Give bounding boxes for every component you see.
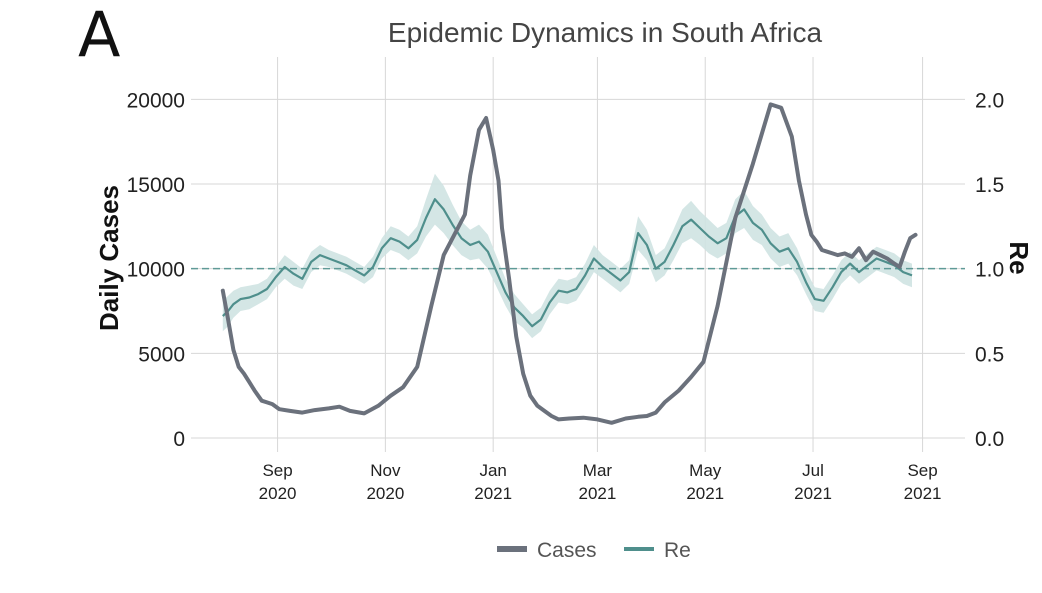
y-tick-label: 20000: [127, 89, 185, 112]
y-tick-label: 15000: [127, 174, 185, 197]
x-tick-year: 2020: [366, 484, 404, 503]
y2-tick-label: 0.0: [975, 428, 1004, 451]
x-tick-month: Jan: [479, 461, 506, 480]
legend-cases-label: Cases: [537, 539, 597, 562]
x-tick-month: May: [689, 461, 722, 480]
x-tick-month: Jul: [802, 461, 824, 480]
x-tick-year: 2021: [794, 484, 832, 503]
y2-tick-label: 0.5: [975, 343, 1004, 366]
y-axis-label: Daily Cases: [94, 185, 124, 331]
axis-labels: 0 5000 10000 15000 20000 0.0 0.5 1.0 1.5 2.0 Sep 20…: [127, 89, 1005, 503]
y-tick-label: 5000: [138, 343, 185, 366]
legend-re-label: Re: [664, 539, 691, 562]
x-tick-year: 2020: [259, 484, 297, 503]
x-tick-year: 2021: [686, 484, 724, 503]
grid: [191, 57, 965, 452]
series-cases-line: [220, 102, 918, 425]
series-layer: [220, 102, 918, 425]
x-tick-month: Sep: [262, 461, 292, 480]
chart-title: Epidemic Dynamics in South Africa: [388, 17, 823, 48]
y2-tick-label: 2.0: [975, 89, 1004, 112]
series-re-line: [222, 198, 913, 328]
panel-label: A: [78, 0, 120, 71]
y2-tick-label: 1.5: [975, 174, 1004, 197]
y-tick-label: 10000: [127, 259, 185, 282]
y2-tick-label: 1.0: [975, 259, 1004, 282]
x-tick-month: Sep: [907, 461, 937, 480]
y2-axis-label: Re: [1004, 241, 1034, 274]
y-tick-label: 0: [173, 428, 185, 451]
re-confidence-band: [222, 173, 913, 339]
x-tick-year: 2021: [579, 484, 617, 503]
re-confidence-band-layer: [222, 173, 913, 339]
x-tick-month: Mar: [583, 461, 613, 480]
x-tick-month: Nov: [370, 461, 401, 480]
x-tick-year: 2021: [474, 484, 512, 503]
x-tick-year: 2021: [904, 484, 942, 503]
legend: Cases Re: [497, 539, 691, 562]
